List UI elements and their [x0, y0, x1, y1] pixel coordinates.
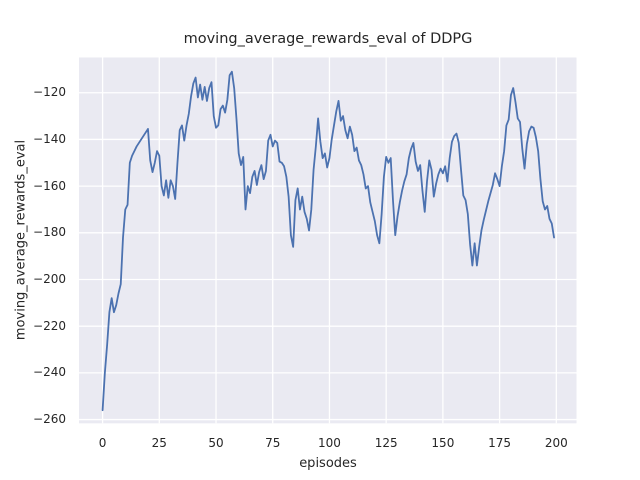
y-tick-label: −220: [33, 318, 66, 333]
y-tick-label: −120: [33, 85, 66, 100]
chart-title: moving_average_rewards_eval of DDPG: [183, 31, 473, 47]
y-tick-label: −240: [33, 365, 66, 380]
x-axis-label: episodes: [299, 456, 357, 471]
x-tick-label: 0: [98, 436, 107, 450]
x-tick-label: 125: [374, 436, 398, 450]
x-tick-label: 100: [317, 436, 341, 450]
plot-background: [79, 57, 577, 424]
x-tick-label: 25: [151, 436, 167, 450]
y-tick-label: −180: [33, 225, 66, 240]
x-tick-label: 200: [544, 436, 568, 450]
y-tick-label: −160: [33, 178, 66, 193]
x-tick-label: 150: [431, 436, 455, 450]
y-tick-label: −140: [33, 131, 66, 146]
x-tick-label: 75: [265, 436, 281, 450]
reward-line: [101, 70, 555, 412]
x-tick-label: 175: [488, 436, 512, 450]
y-tick-label: −200: [33, 272, 66, 286]
x-tick-label: 50: [208, 436, 224, 450]
y-tick-label: −260: [33, 412, 66, 427]
